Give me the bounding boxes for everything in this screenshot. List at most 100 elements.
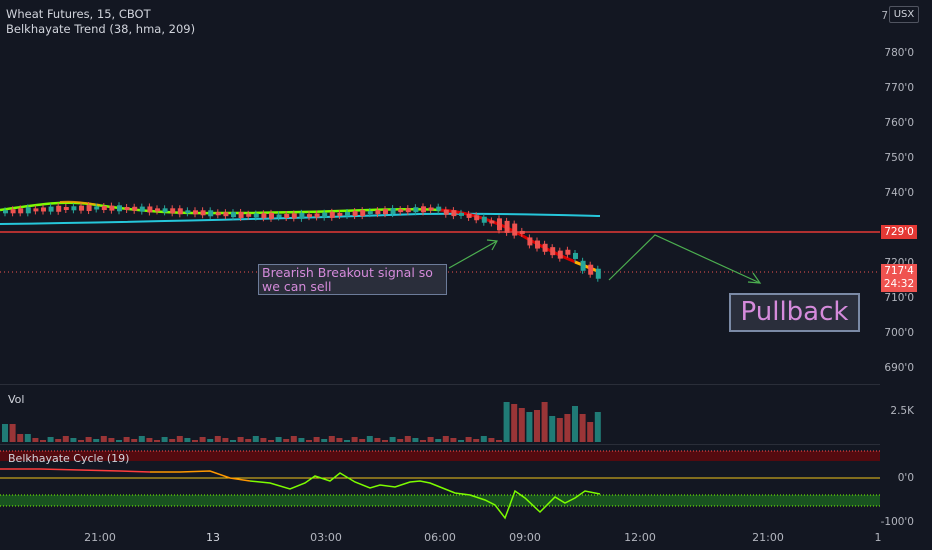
time-tick: 06:00: [424, 531, 456, 544]
volume-bar: [518, 408, 525, 442]
volume-bar: [404, 436, 411, 442]
candle: [56, 202, 62, 215]
volume-bar: [17, 434, 24, 442]
candle: [155, 205, 160, 215]
candle: [291, 210, 297, 222]
candle: [360, 207, 366, 220]
volume-bar: [526, 412, 533, 442]
cycle-chart: [0, 450, 880, 520]
candle: [474, 212, 480, 224]
currency-button[interactable]: USX: [889, 6, 919, 23]
candle: [504, 217, 510, 236]
volume-bar: [199, 437, 206, 442]
pane-separator[interactable]: [0, 384, 880, 385]
candle: [550, 244, 556, 259]
candle: [200, 207, 206, 219]
candle: [428, 204, 434, 214]
volume-bar: [123, 437, 130, 442]
candle: [253, 210, 259, 221]
time-tick: 13: [206, 531, 220, 544]
volume-bar: [366, 436, 373, 442]
candle: [41, 204, 46, 215]
volume-bar: [138, 436, 145, 442]
candle: [557, 247, 563, 262]
price-tick: 780'0: [884, 47, 914, 59]
volume-bar: [207, 439, 214, 442]
candle: [124, 204, 130, 214]
volume-bar: [260, 438, 267, 442]
candle: [33, 205, 39, 215]
volume-bar: [214, 436, 221, 442]
price-tick: 690'0: [884, 362, 914, 374]
price-tick: 7: [881, 10, 888, 22]
cycle-axis-tick: -100'0: [880, 516, 914, 528]
candle: [101, 203, 107, 214]
candle: [421, 203, 426, 216]
signal-note[interactable]: Brearish Breakout signal so we can sell: [258, 264, 447, 295]
volume-bar: [78, 440, 84, 442]
volume-bar: [40, 440, 46, 442]
volume-bar: [176, 436, 183, 442]
volume-bar: [252, 436, 259, 442]
candle: [459, 209, 464, 219]
candle: [512, 220, 518, 239]
candle: [3, 207, 8, 217]
cycle-label[interactable]: Belkhayate Cycle (19): [8, 452, 130, 465]
volume-bar: [108, 438, 115, 442]
volume-bar: [359, 439, 366, 442]
volume-bar: [313, 437, 320, 442]
volume-bar: [465, 437, 472, 442]
volume-label[interactable]: Vol: [8, 393, 25, 406]
symbol-title[interactable]: Wheat Futures, 15, CBOT: [6, 7, 151, 21]
candle: [405, 205, 411, 216]
candle: [542, 240, 548, 255]
volume-bar: [290, 436, 297, 442]
candle: [451, 207, 457, 220]
candle: [527, 234, 533, 249]
candle: [147, 203, 153, 216]
volume-bar: [587, 422, 594, 442]
volume-bar: [564, 414, 571, 442]
candle: [269, 209, 274, 222]
candle: [86, 202, 92, 215]
volume-bar: [192, 440, 198, 442]
candle: [307, 211, 312, 221]
volume-bar: [397, 439, 404, 442]
volume-bar: [442, 436, 449, 442]
volume-bar: [473, 439, 480, 442]
volume-bar: [100, 436, 107, 442]
volume-bar: [62, 436, 69, 442]
indicator-title[interactable]: Belkhayate Trend (38, hma, 209): [6, 22, 196, 36]
volume-bar: [549, 416, 556, 442]
price-tick: 700'0: [884, 327, 914, 339]
candle: [18, 205, 24, 217]
volume-bar: [556, 418, 563, 442]
candle: [79, 202, 84, 214]
candle: [223, 209, 229, 220]
price-tick: 750'0: [884, 152, 914, 164]
candle: [398, 206, 404, 216]
candle: [565, 246, 571, 258]
candle: [71, 203, 77, 214]
volume-bar: [450, 438, 457, 442]
volume-bar: [116, 440, 122, 442]
volume-bar: [298, 438, 305, 442]
candle: [246, 210, 252, 220]
pullback-label[interactable]: Pullback: [729, 293, 860, 332]
volume-bar: [336, 438, 343, 442]
candle: [489, 217, 495, 227]
candle: [390, 205, 396, 218]
cycle-orange-line: [150, 470, 251, 482]
candle: [162, 205, 168, 216]
volume-bar: [275, 437, 282, 442]
candle: [497, 215, 502, 234]
price-tick: 740'0: [884, 187, 914, 199]
volume-bar: [70, 438, 77, 442]
candle: [573, 249, 578, 262]
candle: [238, 208, 244, 221]
candle: [299, 209, 305, 222]
candle: [329, 208, 335, 221]
candle: [314, 210, 320, 221]
volume-bar: [594, 412, 601, 442]
pane-separator[interactable]: [0, 444, 880, 445]
